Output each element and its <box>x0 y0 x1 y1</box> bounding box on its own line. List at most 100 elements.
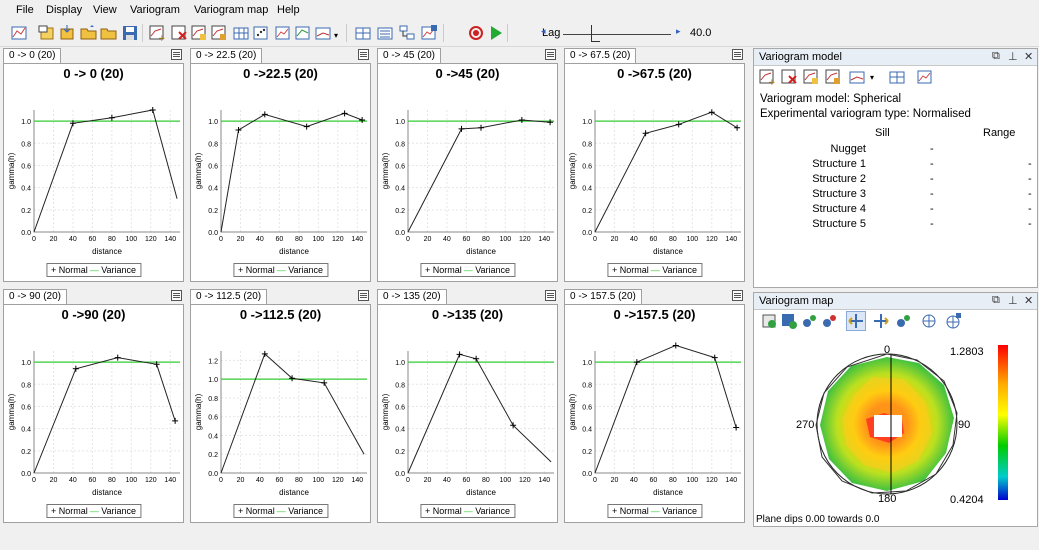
panel-menu-icon[interactable] <box>358 290 369 301</box>
open-icon[interactable] <box>100 24 118 42</box>
variogram-model-toolbar: + ▾ <box>754 66 1037 88</box>
map-grid-alt-icon[interactable] <box>944 312 962 330</box>
variogram-map-plot[interactable]: 0 270 90 180 1.2803 0.4204 <box>754 333 1037 513</box>
x-tick-label: 60 <box>463 477 471 484</box>
menu-file[interactable]: File <box>16 4 34 16</box>
map-grid-icon[interactable] <box>920 312 938 330</box>
menu-variogram-map[interactable]: Variogram map <box>194 4 269 16</box>
delete-model-icon[interactable] <box>170 24 188 42</box>
remove-structure-icon[interactable] <box>780 68 798 86</box>
x-tick-label: 120 <box>706 236 718 243</box>
panel-menu-icon[interactable] <box>171 290 182 301</box>
map-select-icon[interactable] <box>846 311 866 331</box>
lag-slider-thumb[interactable] <box>591 25 600 42</box>
panel-menu-icon[interactable] <box>545 290 556 301</box>
open-folder-icon[interactable] <box>80 24 98 42</box>
pin-icon[interactable]: ⊥ <box>1008 51 1018 63</box>
area-chart-icon[interactable] <box>314 24 332 42</box>
variogram-tab[interactable]: 0 -> 0 (20) <box>3 48 62 63</box>
model-export-icon[interactable] <box>916 68 934 86</box>
variogram-tab[interactable]: 0 -> 112.5 (20) <box>190 289 268 304</box>
model-chart-icon[interactable] <box>848 68 866 86</box>
y-tick-label: 0.8 <box>21 141 31 148</box>
structure-name: Structure 1 <box>812 158 866 170</box>
menu-view[interactable]: View <box>93 4 117 16</box>
map-close-icon[interactable]: ✕ <box>1024 295 1034 307</box>
y-tick-label: 1.0 <box>21 360 31 367</box>
import-icon[interactable] <box>58 24 76 42</box>
panel-menu-icon[interactable] <box>732 290 743 301</box>
run-icon[interactable] <box>487 24 505 42</box>
variogram-model-titlebar: Variogram model ⧉ ⊥ ✕ <box>754 49 1037 66</box>
panel-menu-icon[interactable] <box>732 49 743 60</box>
grid-chart-icon[interactable] <box>232 24 250 42</box>
y-tick-label: 0.0 <box>582 230 592 237</box>
edit-structure-icon[interactable] <box>824 68 842 86</box>
map-pan-icon[interactable] <box>872 312 890 330</box>
x-tick-label: 100 <box>499 477 511 484</box>
add-structure-icon[interactable]: + <box>758 68 776 86</box>
variogram-tab[interactable]: 0 -> 67.5 (20) <box>564 48 637 63</box>
map-rotate-icon[interactable] <box>800 312 818 330</box>
map-pin-icon[interactable]: ⊥ <box>1008 295 1018 307</box>
normal-series-line <box>407 353 552 474</box>
variogram-tab[interactable]: 0 -> 90 (20) <box>3 289 67 304</box>
variogram-chart[interactable]: 0 ->90 (20) 0.0 0.2 0.4 0.6 0.8 1.0 0 20 40 60 80 10… <box>3 304 184 523</box>
scatter-chart-icon[interactable] <box>252 24 270 42</box>
panel-menu-icon[interactable] <box>545 49 556 60</box>
y-axis-label: gamma(h) <box>568 152 577 189</box>
model-dropdown-icon[interactable]: ▾ <box>870 73 875 82</box>
lag-value: 40.0 <box>690 27 712 39</box>
x-tick-label: 20 <box>611 236 619 243</box>
map-reset-icon[interactable] <box>820 312 838 330</box>
map-add-icon[interactable] <box>760 312 778 330</box>
export-icon[interactable] <box>420 24 438 42</box>
tree-icon[interactable] <box>398 24 416 42</box>
panel-menu-icon[interactable] <box>171 49 182 60</box>
y-tick-label: 0.4 <box>208 433 218 440</box>
data-point-marker <box>518 116 525 123</box>
variogram-chart[interactable]: 0 ->112.5 (20) 0.0 0.2 0.4 0.6 0.8 1.0 1.2 0 20 40… <box>190 304 371 523</box>
map-zoom-icon[interactable] <box>894 312 912 330</box>
line-chart-icon[interactable] <box>294 24 312 42</box>
map-float-icon[interactable]: ⧉ <box>992 294 1000 306</box>
variogram-chart[interactable]: 0 ->157.5 (20) 0.0 0.2 0.4 0.6 0.8 1.0 0 20 40 60 8… <box>564 304 745 523</box>
variogram-tab[interactable]: 0 -> 22.5 (20) <box>190 48 263 63</box>
float-icon[interactable]: ⧉ <box>992 50 1000 62</box>
structure-name: Structure 5 <box>812 218 866 230</box>
lag-increase-arrow-icon[interactable]: ▸ <box>676 26 681 36</box>
chart-dropdown-icon[interactable]: ▾ <box>334 31 339 40</box>
chart-plot: 0.0 0.2 0.4 0.6 0.8 1.0 0 20 40 60 80 100 120 140 dist… <box>381 351 554 497</box>
variogram-tab[interactable]: 0 -> 45 (20) <box>377 48 441 63</box>
layout-icon[interactable] <box>10 24 28 42</box>
edit-model-icon[interactable] <box>210 24 228 42</box>
panel-menu-icon[interactable] <box>358 49 369 60</box>
menu-help[interactable]: Help <box>277 4 300 16</box>
table-icon[interactable] <box>354 24 372 42</box>
variogram-chart[interactable]: 0 -> 0 (20) 0.0 0.2 0.4 0.6 0.8 1.0 0 20 40 60 80 10… <box>3 63 184 282</box>
save-icon[interactable] <box>121 24 139 42</box>
lag-decrease-arrow-icon[interactable]: ◂ <box>541 26 546 36</box>
close-icon[interactable]: ✕ <box>1024 51 1034 63</box>
variogram-chart[interactable]: 0 ->135 (20) 0.0 0.2 0.4 0.6 0.8 1.0 0 20 40 60 80 1… <box>377 304 558 523</box>
list-icon[interactable] <box>376 24 394 42</box>
chart-icon[interactable] <box>274 24 292 42</box>
variogram-tab[interactable]: 0 -> 157.5 (20) <box>564 289 642 304</box>
add-model-icon[interactable]: + <box>148 24 166 42</box>
x-tick-label: 20 <box>237 236 245 243</box>
record-icon[interactable] <box>467 24 485 42</box>
variogram-map-title: Variogram map <box>759 295 834 307</box>
lag-slider-track[interactable] <box>563 34 671 35</box>
menu-display[interactable]: Display <box>46 4 83 16</box>
map-save-icon[interactable] <box>780 312 798 330</box>
copy-structure-icon[interactable] <box>802 68 820 86</box>
copy-model-icon[interactable] <box>190 24 208 42</box>
model-table-icon[interactable] <box>888 68 906 86</box>
variogram-chart[interactable]: 0 ->67.5 (20) 0.0 0.2 0.4 0.6 0.8 1.0 0 20 40 60 80… <box>564 63 745 282</box>
variogram-chart[interactable]: 0 ->45 (20) 0.0 0.2 0.4 0.6 0.8 1.0 0 20 40 60 80 10… <box>377 63 558 282</box>
legend-variance: — Variance <box>276 265 324 275</box>
new-variogram-icon[interactable] <box>38 24 56 42</box>
variogram-tab[interactable]: 0 -> 135 (20) <box>377 289 447 304</box>
variogram-chart[interactable]: 0 ->22.5 (20) 0.0 0.2 0.4 0.6 0.8 1.0 0 20 40 60 80… <box>190 63 371 282</box>
menu-variogram[interactable]: Variogram <box>130 4 180 16</box>
